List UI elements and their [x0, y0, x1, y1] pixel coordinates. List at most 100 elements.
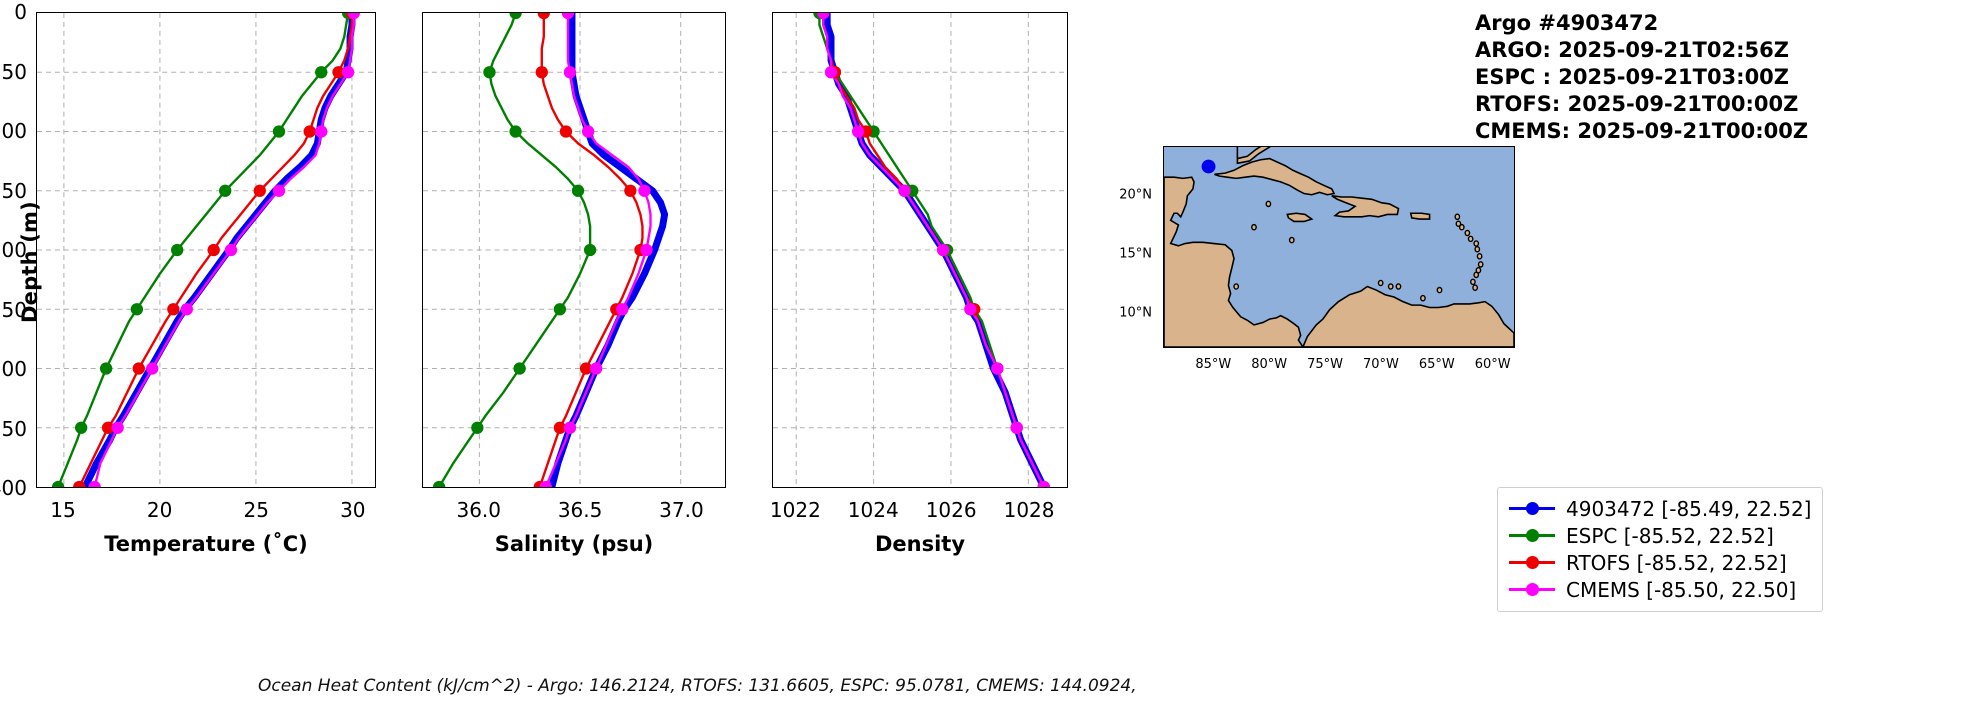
series-marker-cmems: [898, 184, 911, 197]
island-10: [1473, 271, 1480, 279]
metadata-line-4: CMEMS: 2025-09-21T00:00Z: [1475, 119, 1809, 143]
series-marker-rtofs: [624, 184, 637, 197]
series-marker-espc: [553, 303, 567, 316]
depth-tick-200: 200: [0, 238, 27, 262]
series-marker-cmems: [937, 243, 950, 257]
depth-tick-0: 0: [14, 0, 27, 24]
map-frame: [1163, 146, 1515, 348]
density-axis-label: Density: [874, 532, 966, 556]
series-marker-espc: [219, 184, 232, 197]
legend-label-argo: 4903472 [-85.49, 22.52]: [1566, 496, 1812, 521]
metadata-line-1: ARGO: 2025-09-21T02:56Z: [1475, 38, 1789, 62]
series-marker-cmems: [347, 13, 361, 20]
salinity-tick-36.5: 36.5: [557, 498, 603, 522]
map-lon-tick-0: 85°W: [1195, 357, 1232, 372]
series-marker-espc: [130, 303, 144, 316]
depth-tick-250: 250: [0, 297, 27, 322]
legend-item-argo[interactable]: 4903472 [-85.49, 22.52]: [1509, 495, 1811, 522]
temperature-tick-20: 20: [146, 498, 173, 522]
series-marker-rtofs: [535, 66, 548, 79]
series-marker-espc: [513, 362, 526, 375]
island-17: [1377, 279, 1384, 287]
series-marker-rtofs: [167, 303, 180, 316]
island-14: [1420, 294, 1426, 302]
series-marker-espc: [509, 125, 522, 138]
legend-item-rtofs[interactable]: RTOFS [-85.52, 22.52]: [1509, 549, 1811, 576]
depth-tick-100: 100: [0, 119, 27, 143]
series-marker-espc: [272, 125, 286, 138]
series-marker-rtofs: [332, 66, 345, 79]
map-lon-tick-4: 65°W: [1418, 357, 1455, 372]
density-tick-1026: 1026: [925, 498, 977, 522]
temperature-plot-area: [36, 12, 376, 488]
series-marker-rtofs: [537, 13, 550, 20]
series-marker-cmems: [111, 421, 124, 434]
series-marker-cmems: [817, 13, 830, 20]
salinity-series-layer: [423, 13, 725, 487]
series-marker-cmems: [638, 184, 651, 197]
series-marker-cmems: [616, 303, 629, 316]
map-lon-tick-5: 60°W: [1474, 357, 1511, 372]
temperature-series-layer: [37, 13, 375, 487]
temperature-tick-30: 30: [340, 498, 366, 522]
density-tick-1022: 1022: [769, 498, 821, 522]
legend-swatch-argo: [1509, 502, 1555, 515]
map-lon-tick-1: 80°W: [1251, 357, 1288, 372]
float-position-marker: [1201, 159, 1216, 174]
location-map: 20°N 15°N 10°N 85°W 80°W 75°W 70°W 65°W 60°W: [1119, 146, 1515, 372]
metadata-line-2: ESPC : 2025-09-21T03:00Z: [1475, 65, 1790, 89]
temperature-tick-25: 25: [243, 498, 269, 522]
series-marker-cmems: [315, 125, 328, 138]
island-16: [1387, 283, 1394, 290]
legend-item-espc[interactable]: ESPC [-85.52, 22.52]: [1509, 522, 1811, 549]
series-marker-cmems: [341, 66, 355, 79]
series-marker-cmems: [640, 243, 653, 257]
series-marker-cmems: [824, 66, 838, 79]
island-13: [1436, 286, 1443, 294]
series-marker-espc: [583, 243, 597, 257]
series-marker-cmems: [589, 362, 603, 375]
salinity-plot-area: [422, 12, 726, 488]
series-marker-cmems: [1037, 480, 1050, 487]
island-11: [1470, 278, 1476, 286]
temperature-axis-label: Temperature (˚C): [104, 532, 308, 556]
series-marker-cmems: [1010, 421, 1023, 434]
landmass-6: [1302, 285, 1514, 347]
temperature-panel: Depth (m) 0 50 100 150 200 250 300 350 400 15 20 2…: [0, 0, 376, 556]
depth-tick-150: 150: [0, 178, 27, 203]
density-panel: 1022 1024 1026 1028 Density: [770, 12, 1068, 556]
depth-tick-400: 400: [0, 476, 27, 500]
series-marker-rtofs: [553, 421, 567, 434]
series-marker-espc: [509, 13, 522, 20]
island-8: [1477, 261, 1484, 268]
landmass-3: [1286, 212, 1314, 223]
ocean-heat-content-caption: Ocean Heat Content (kJ/cm^2) - Argo: 146…: [258, 676, 1137, 696]
island-18: [1288, 236, 1295, 244]
series-marker-cmems: [563, 421, 577, 434]
series-marker-cmems: [991, 362, 1004, 375]
series-marker-cmems: [146, 362, 159, 375]
series-marker-cmems: [581, 125, 595, 138]
salinity-tick-36: 36.0: [456, 498, 501, 522]
series-marker-cmems: [272, 184, 286, 197]
series-marker-cmems: [964, 303, 977, 316]
landmass-2: [1214, 157, 1336, 196]
series-marker-cmems: [561, 13, 575, 20]
depth-tick-50: 50: [1, 59, 27, 84]
landmass-1: [1236, 147, 1271, 165]
density-tick-1028: 1028: [1003, 498, 1055, 522]
landmass-0: [1164, 176, 1304, 347]
series-marker-cmems: [851, 125, 865, 138]
depth-axis-label: Depth (m): [18, 201, 42, 323]
metadata-line-3: RTOFS: 2025-09-21T00:00Z: [1475, 92, 1799, 116]
series-marker-espc: [471, 421, 484, 434]
legend-item-cmems[interactable]: CMEMS [-85.50, 22.50]: [1509, 576, 1811, 603]
series-marker-rtofs: [207, 243, 220, 257]
density-plot-area: [772, 12, 1068, 488]
series-marker-espc: [75, 421, 88, 434]
series-marker-rtofs: [253, 184, 266, 197]
series-marker-espc: [483, 66, 496, 79]
legend-label-espc: ESPC [-85.52, 22.52]: [1566, 523, 1774, 548]
island-4: [1467, 235, 1474, 243]
